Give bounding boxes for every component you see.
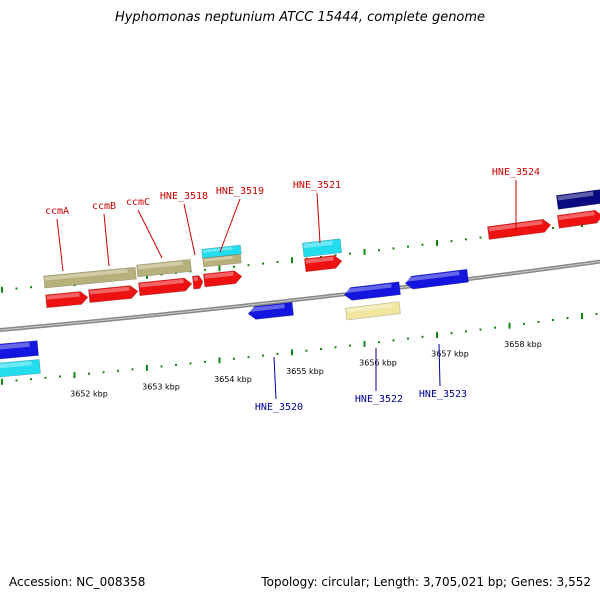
gene-block-cyan-shade [0, 361, 32, 369]
gene-block-khaki [345, 301, 401, 321]
gene-arrow-ccmB [88, 285, 139, 303]
ruler-label: 3655 kbp [286, 367, 324, 376]
ruler-label: 3654 kbp [214, 375, 252, 384]
ruler-label: 3656 kbp [359, 358, 397, 367]
gene-arrow-blue-edge-shade [0, 342, 30, 350]
gene-leader-line [219, 198, 241, 253]
gene-arrow-ccmC-shade [139, 279, 184, 288]
page-title: Hyphomonas neptunium ATCC 15444, complet… [114, 10, 486, 25]
gene-block-olive-shade [44, 268, 128, 281]
gene-leader-line [438, 343, 441, 387]
accession-text: Accession: NC_008358 [9, 575, 146, 589]
gene-block-olive-shade [203, 255, 233, 262]
gene-arrow-HNE_3523 [404, 268, 469, 290]
gene-label-ccmA: ccmA [45, 206, 69, 217]
gene-label-HNE_3520: HNE_3520 [255, 402, 303, 413]
gene-arrow-HNE_3521 [304, 255, 343, 273]
gene-arrow-HNE_3518-shade [193, 276, 199, 281]
gene-block-navy-shade [557, 191, 594, 201]
gene-block-olive-shade [137, 261, 183, 270]
gene-arrow-ccmC [138, 277, 193, 297]
ruler-label: 3653 kbp [142, 382, 180, 391]
gene-arrow-HNE_3522-shade [344, 283, 392, 294]
gene-leader-line [183, 203, 196, 256]
gene-arrow-ccmA [45, 291, 89, 309]
gene-arrow-HNE_3524 [487, 218, 552, 240]
gene-arrow-HNE_3519-shade [204, 271, 234, 279]
gene-block-cyan [201, 244, 242, 259]
gene-arrow-HNE_3522 [343, 281, 401, 301]
gene-block-olive [136, 259, 192, 278]
ruler-label: 3657 kbp [431, 349, 469, 358]
gene-label-ccmB: ccmB [92, 201, 116, 212]
gene-block-cyan [301, 238, 343, 258]
gene-block-olive [43, 266, 137, 289]
gene-leader-line [273, 356, 277, 400]
gene-label-HNE_3524: HNE_3524 [492, 167, 540, 178]
gene-leader-line [56, 218, 64, 272]
gene-arrow-HNE_3523-shade [405, 271, 460, 282]
genome-backbone-highlight [0, 261, 600, 331]
gene-leader-line [103, 213, 110, 267]
gene-arrow-ccmB-shade [89, 286, 130, 295]
genome-summary: Topology: circular; Length: 3,705,021 bp… [261, 575, 591, 589]
gene-block-cyan-shade [303, 240, 333, 249]
gene-label-HNE_3522: HNE_3522 [355, 394, 403, 405]
gene-label-HNE_3523: HNE_3523 [419, 389, 467, 400]
gene-block-cyan [0, 359, 41, 378]
gene-arrow-red-edge-shade [558, 211, 595, 221]
ruler-label: 3652 kbp [70, 390, 108, 399]
gene-leader-line [316, 192, 321, 244]
gene-block-navy [555, 189, 600, 210]
ruler-label: 3658 kbp [504, 340, 542, 349]
gene-label-HNE_3519: HNE_3519 [216, 186, 264, 197]
gene-arrow-HNE_3518 [192, 275, 204, 290]
gene-block-cyan-shade [202, 246, 233, 253]
gene-arrow-HNE_3520-shade [248, 304, 285, 313]
gene-block-khaki-shade [346, 303, 392, 313]
gene-arrow-HNE_3520 [247, 301, 294, 320]
gene-arrow-ccmA-shade [46, 292, 80, 300]
gene-leader-line [137, 209, 163, 259]
gene-arrow-HNE_3519 [203, 270, 243, 288]
gene-label-HNE_3518: HNE_3518 [160, 191, 208, 202]
gene-label-ccmC: ccmC [126, 197, 150, 208]
gene-arrow-blue-edge [0, 340, 39, 360]
gene-arrow-HNE_3521-shade [305, 256, 334, 264]
gene-label-HNE_3521: HNE_3521 [293, 180, 341, 191]
